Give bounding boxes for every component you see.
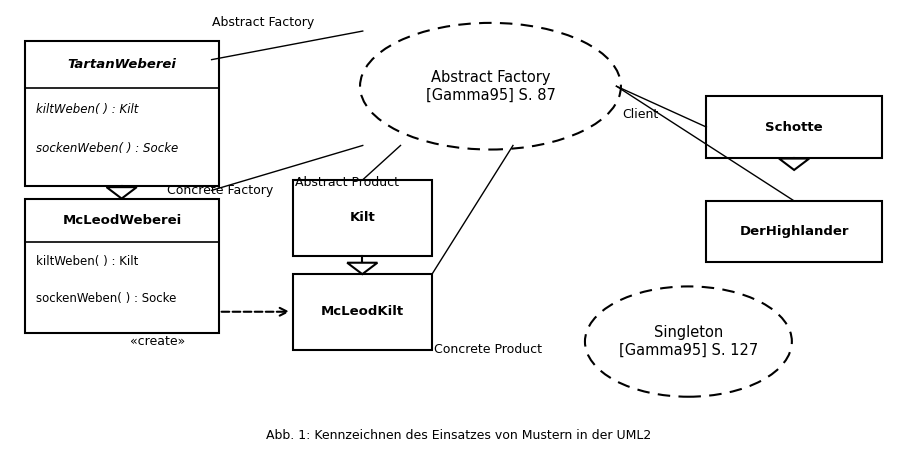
Text: Abstract Factory: Abstract Factory bbox=[212, 16, 314, 29]
Text: DerHighlander: DerHighlander bbox=[739, 225, 849, 238]
Text: sockenWeben( ) : Socke: sockenWeben( ) : Socke bbox=[36, 292, 176, 305]
Polygon shape bbox=[347, 263, 377, 274]
Text: Client: Client bbox=[622, 108, 659, 121]
Text: McLeodKilt: McLeodKilt bbox=[320, 305, 404, 318]
Text: Singleton
[Gamma95] S. 127: Singleton [Gamma95] S. 127 bbox=[619, 326, 758, 358]
Text: Concrete Factory: Concrete Factory bbox=[167, 184, 273, 197]
Bar bbox=[26, 41, 218, 186]
Text: kiltWeben( ) : Kilt: kiltWeben( ) : Kilt bbox=[36, 103, 139, 116]
Text: sockenWeben( ) : Socke: sockenWeben( ) : Socke bbox=[36, 142, 178, 155]
Text: Abb. 1: Kennzeichnen des Einsatzes von Mustern in der UML2: Abb. 1: Kennzeichnen des Einsatzes von M… bbox=[266, 429, 652, 442]
Bar bbox=[707, 201, 882, 262]
Polygon shape bbox=[106, 187, 137, 198]
Bar bbox=[707, 97, 882, 158]
Text: kiltWeben( ) : Kilt: kiltWeben( ) : Kilt bbox=[36, 255, 139, 269]
Ellipse shape bbox=[360, 23, 621, 150]
Text: «create»: «create» bbox=[130, 335, 185, 348]
Text: Concrete Product: Concrete Product bbox=[434, 343, 542, 356]
Text: Abstract Factory
[Gamma95] S. 87: Abstract Factory [Gamma95] S. 87 bbox=[426, 70, 555, 102]
Bar bbox=[26, 198, 218, 334]
Text: Schotte: Schotte bbox=[766, 121, 823, 133]
Text: McLeodWeberei: McLeodWeberei bbox=[62, 214, 182, 227]
Text: Abstract Product: Abstract Product bbox=[296, 176, 399, 189]
Text: Kilt: Kilt bbox=[350, 211, 375, 224]
Text: TartanWeberei: TartanWeberei bbox=[68, 58, 176, 71]
Ellipse shape bbox=[585, 286, 792, 397]
Polygon shape bbox=[779, 158, 810, 170]
Bar bbox=[293, 180, 432, 256]
Bar bbox=[293, 274, 432, 350]
